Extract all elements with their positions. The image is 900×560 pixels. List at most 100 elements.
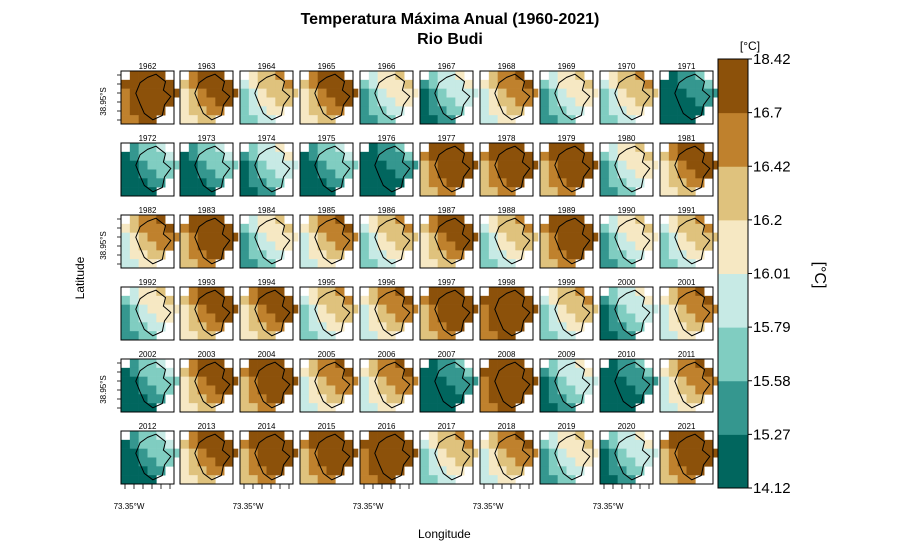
- basin-outline: [554, 289, 591, 337]
- grid-cell: [275, 106, 285, 116]
- grid-cell: [488, 223, 498, 233]
- grid-cell: [197, 367, 207, 377]
- grid-cell: [420, 259, 430, 269]
- grid-cell: [668, 457, 678, 467]
- grid-cell: [548, 241, 558, 251]
- grid-cell: [377, 431, 387, 441]
- grid-cell: [386, 97, 396, 107]
- grid-cell: [317, 367, 327, 377]
- grid-cell: [326, 457, 336, 467]
- grid-cell: [215, 169, 225, 179]
- grid-cell: [188, 71, 198, 81]
- grid-cell: [395, 322, 405, 332]
- panel-2006: 2006: [359, 350, 419, 413]
- grid-cell: [488, 431, 498, 441]
- grid-cell: [224, 448, 234, 458]
- grid-cell: [584, 151, 594, 161]
- basin-outline: [494, 433, 531, 481]
- grid-cell: [335, 241, 345, 251]
- grid-cell: [188, 403, 198, 413]
- grid-cell: [206, 376, 216, 386]
- grid-cell: [488, 448, 498, 458]
- colorbar-segment: [718, 59, 748, 114]
- grid-cell: [420, 457, 430, 467]
- grid-cell: [156, 359, 166, 369]
- grid-cell: [548, 448, 558, 458]
- grid-cell: [686, 295, 696, 305]
- grid-cell: [308, 215, 318, 225]
- grid-cell: [566, 448, 576, 458]
- panel-year-label: 2007: [438, 350, 456, 359]
- grid-cell: [464, 79, 474, 89]
- grid-cell: [248, 457, 258, 467]
- grid-cell: [464, 439, 474, 449]
- grid-cell: [188, 143, 198, 153]
- grid-cell: [677, 457, 687, 467]
- grid-cell: [344, 439, 354, 449]
- grid-cell: [497, 160, 507, 170]
- grid-cell: [488, 241, 498, 251]
- grid-cell: [488, 295, 498, 305]
- grid-cell: [540, 223, 550, 233]
- grid-cell: [428, 466, 438, 476]
- grid-cell: [575, 250, 585, 260]
- grid-cell: [480, 475, 490, 485]
- grid-cell: [275, 313, 285, 323]
- grid-cell: [713, 232, 719, 242]
- grid-cell: [548, 367, 558, 377]
- grid-cell: [197, 241, 207, 251]
- grid-cell: [446, 178, 456, 188]
- grid-cell: [455, 439, 465, 449]
- grid-cell: [404, 295, 414, 305]
- grid-cell: [335, 448, 345, 458]
- grid-cell: [344, 223, 354, 233]
- grid-cell: [660, 403, 670, 413]
- panel-grid: 1962 1963 1964 1965 1966 1967 1968 1969 1970 1971…: [120, 62, 719, 485]
- panel-frame: [479, 358, 534, 413]
- grid-cell: [121, 187, 131, 197]
- chart-title: Temperatura Máxima Anual (1960-2021): [301, 11, 600, 28]
- grid-cell: [686, 88, 696, 98]
- grid-cell: [497, 304, 507, 314]
- grid-cell: [617, 331, 627, 341]
- grid-cell: [660, 88, 670, 98]
- grid-cell: [360, 448, 370, 458]
- grid-cell: [584, 223, 594, 233]
- grid-cell: [635, 97, 645, 107]
- grid-cell: [480, 466, 490, 476]
- grid-cell: [515, 287, 525, 297]
- grid-cell: [668, 259, 678, 269]
- grid-cell: [686, 322, 696, 332]
- grid-cell: [488, 457, 498, 467]
- grid-cell: [129, 475, 139, 485]
- grid-cell: [368, 304, 378, 314]
- grid-cell: [368, 187, 378, 197]
- grid-cell: [455, 431, 465, 441]
- grid-cell: [644, 151, 654, 161]
- grid-cell: [473, 376, 479, 386]
- panel-1991: 1991: [659, 206, 719, 269]
- panel-1986: 1986: [359, 206, 419, 269]
- panel-year-label: 1978: [498, 134, 516, 143]
- grid-cell: [377, 385, 387, 395]
- grid-cell: [575, 359, 585, 369]
- grid-cell: [437, 439, 447, 449]
- grid-cell: [480, 88, 490, 98]
- grid-cell: [540, 367, 550, 377]
- grid-cell: [257, 187, 267, 197]
- grid-cell: [480, 448, 490, 458]
- grid-cell: [326, 106, 336, 116]
- grid-cell: [368, 466, 378, 476]
- grid-cell: [368, 385, 378, 395]
- grid-cell: [188, 178, 198, 188]
- grid-cell: [608, 169, 618, 179]
- grid-cell: [284, 79, 294, 89]
- grid-cell: [129, 313, 139, 323]
- grid-cell: [188, 215, 198, 225]
- panel-2017: 2017: [419, 422, 479, 485]
- panel-frame: [659, 286, 714, 341]
- grid-cell: [455, 457, 465, 467]
- grid-cell: [626, 178, 636, 188]
- grid-cell: [215, 241, 225, 251]
- grid-cell: [317, 331, 327, 341]
